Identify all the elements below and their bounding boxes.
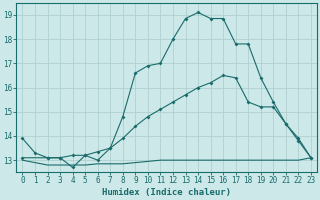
- X-axis label: Humidex (Indice chaleur): Humidex (Indice chaleur): [102, 188, 231, 197]
